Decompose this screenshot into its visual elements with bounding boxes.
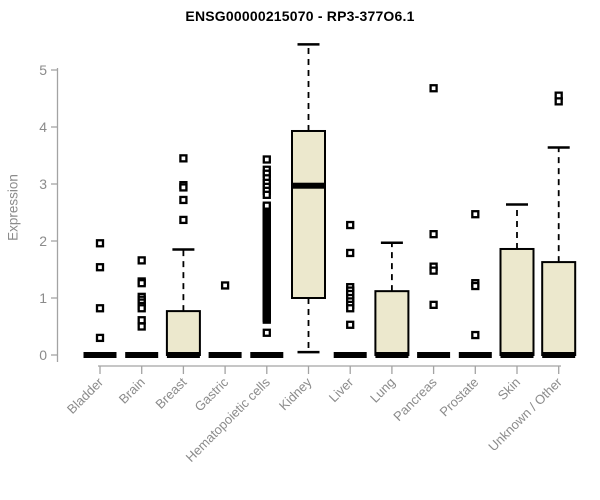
median-line <box>417 352 451 358</box>
outlier-point <box>179 154 188 163</box>
y-tick-label: 3 <box>39 176 47 192</box>
outlier-point <box>346 220 355 230</box>
outlier-point <box>137 304 146 313</box>
median-line <box>500 352 534 358</box>
median-line <box>375 352 409 358</box>
outlier-point <box>471 330 480 340</box>
x-tick-label: Gastric <box>192 374 232 414</box>
x-tick-label: Breast <box>152 374 189 411</box>
outlier-point <box>346 248 355 258</box>
median-line <box>333 352 367 358</box>
outlier-point <box>179 215 188 225</box>
box <box>374 290 410 357</box>
x-tick-label: Bladder <box>64 374 107 417</box>
outlier-point <box>429 230 438 239</box>
outlier-point <box>137 279 146 288</box>
outlier-point <box>346 304 355 313</box>
outlier-point <box>262 155 271 164</box>
y-tick-label: 1 <box>39 290 47 306</box>
box <box>499 247 535 356</box>
median-line <box>458 352 492 358</box>
x-tick-label: Prostate <box>437 375 482 420</box>
median-line <box>83 352 117 358</box>
outlier-point <box>429 300 438 309</box>
median-line <box>125 352 159 358</box>
y-tick-label: 4 <box>39 119 47 135</box>
outlier-point <box>95 333 105 343</box>
x-tick-label: Kidney <box>276 374 315 413</box>
chart-title: ENSG00000215070 - RP3-377O6.1 <box>185 8 415 24</box>
x-tick-label: Lung <box>367 375 398 406</box>
outlier-point <box>471 281 480 291</box>
median-line <box>208 352 242 358</box>
outlier-point <box>220 281 230 290</box>
x-tick-label: Liver <box>326 374 357 405</box>
outlier-point <box>95 304 105 313</box>
outlier-point <box>471 210 480 219</box>
median-line <box>542 352 576 358</box>
outlier-point <box>429 84 438 93</box>
outlier-point <box>346 320 355 329</box>
outlier-point <box>95 263 105 272</box>
outlier-point <box>179 183 188 192</box>
outlier-point <box>554 97 563 106</box>
median-line <box>292 182 325 189</box>
box <box>291 129 326 299</box>
y-tick-label: 0 <box>39 347 47 363</box>
outlier-point <box>429 266 438 275</box>
median-line <box>250 352 284 358</box>
outlier-point <box>95 239 105 248</box>
x-tick-label: Skin <box>495 375 523 403</box>
outlier-point <box>262 190 271 199</box>
box <box>165 310 201 356</box>
outlier-point <box>179 195 188 205</box>
median-line <box>166 352 200 358</box>
x-tick-label: Pancreas <box>390 374 440 424</box>
outlier-point <box>262 201 271 210</box>
outlier-point <box>137 256 146 265</box>
outlier-point <box>262 328 271 337</box>
outlier-point <box>137 322 146 331</box>
y-tick-label: 2 <box>39 233 47 249</box>
box <box>541 261 577 356</box>
x-tick-label: Unknown / Other <box>485 374 565 454</box>
y-tick-label: 5 <box>39 62 47 78</box>
x-tick-label: Brain <box>116 375 148 407</box>
outlier-point <box>137 316 146 325</box>
